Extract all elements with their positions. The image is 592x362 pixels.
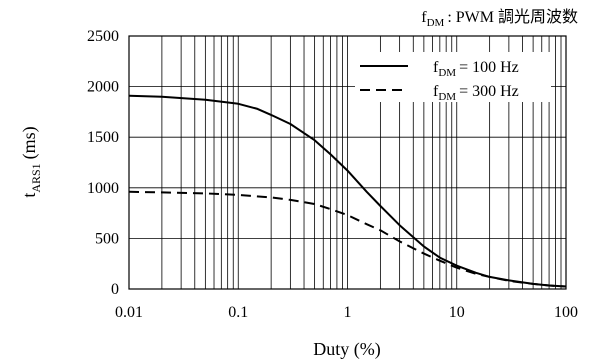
- legend-background: [355, 52, 551, 102]
- x-tick-label: 10: [449, 304, 465, 321]
- y-axis-label-unit: (ms): [19, 126, 40, 159]
- series-lines: [128, 94, 567, 288]
- note-symbol: f: [421, 9, 427, 26]
- y-axis-label-base: t: [19, 193, 39, 198]
- y-axis-label-subscript: ARS1: [29, 163, 43, 192]
- legend-label-300hz: fDM = 300 Hz: [433, 83, 519, 103]
- y-tick-label: 2500: [87, 28, 119, 45]
- x-axis-label: Duty (%): [313, 339, 380, 360]
- x-tick-label: 1: [344, 304, 352, 321]
- x-tick-labels: 0.01 0.1 1 10 100: [115, 304, 578, 321]
- note-subscript: DM: [427, 17, 445, 29]
- y-tick-labels: 0 500 1000 1500 2000 2500: [87, 28, 119, 298]
- y-tick-label: 1500: [87, 129, 119, 146]
- note-text: : PWM 調光周波数: [447, 8, 578, 26]
- x-tick-label: 0.01: [115, 304, 143, 321]
- y-tick-label: 500: [95, 230, 119, 247]
- legend-label-100hz: fDM = 100 Hz: [433, 59, 519, 79]
- legend: fDM = 100 Hz fDM = 300 Hz: [355, 52, 551, 103]
- y-tick-label: 2000: [87, 79, 119, 96]
- x-tick-label: 100: [554, 304, 578, 321]
- frequency-note: fDM: PWM 調光周波数: [421, 8, 578, 29]
- plot-frame: [128, 35, 567, 290]
- y-tick-label: 1000: [87, 180, 119, 197]
- y-axis-label: tARS1 (ms): [19, 126, 43, 197]
- series-line-300hz: [128, 190, 567, 288]
- x-tick-label: 0.1: [228, 304, 248, 321]
- y-tick-label: 0: [111, 281, 119, 298]
